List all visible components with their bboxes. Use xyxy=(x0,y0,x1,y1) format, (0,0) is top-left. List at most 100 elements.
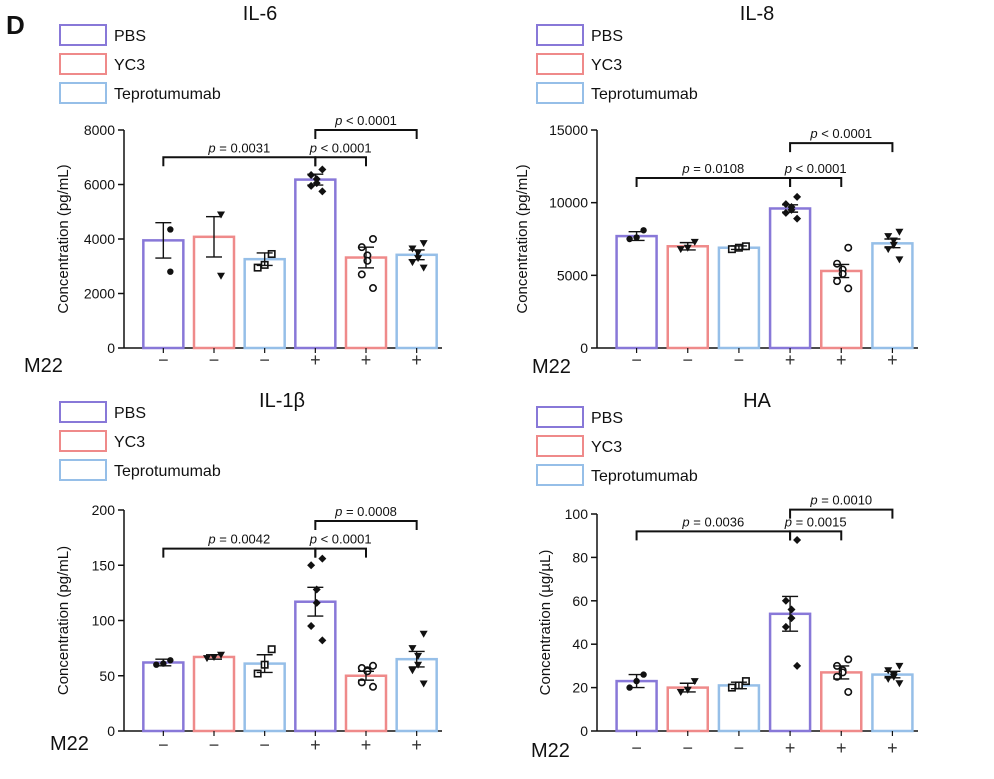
legend-label: PBS xyxy=(591,410,623,427)
data-point xyxy=(408,645,417,653)
data-point xyxy=(419,240,428,248)
m22-sign: − xyxy=(158,735,169,755)
significance-bracket xyxy=(789,176,843,187)
data-point xyxy=(884,233,893,241)
y-tick-label: 8000 xyxy=(84,122,115,138)
y-tick-label: 20 xyxy=(572,680,588,696)
data-point xyxy=(793,661,802,670)
bar xyxy=(344,256,388,350)
data-point xyxy=(844,655,853,664)
legend-swatch xyxy=(59,82,107,104)
data-point xyxy=(307,622,316,631)
m22-sign: + xyxy=(310,735,321,755)
data-point xyxy=(419,264,428,272)
data-point xyxy=(357,270,366,279)
data-point xyxy=(267,249,276,258)
legend-label: PBS xyxy=(114,405,146,422)
y-tick-label: 80 xyxy=(572,549,588,565)
legend-swatch xyxy=(536,435,584,457)
data-point xyxy=(368,661,377,670)
data-point xyxy=(217,272,225,280)
data-point xyxy=(787,605,796,614)
m22-sign: − xyxy=(682,738,693,758)
data-point xyxy=(781,200,790,209)
m22-sign: − xyxy=(259,735,270,755)
chart-3: HA PBS YC3 Teprotumumab 0 20 40 60 80 100 Concentr… xyxy=(531,390,918,762)
p-value-label: p = 0.0042 xyxy=(207,532,270,547)
bar xyxy=(243,662,286,733)
data-point xyxy=(793,214,802,223)
y-axis-label: Concentration (µg/µL) xyxy=(537,550,554,696)
p-value-label: p = 0.0015 xyxy=(784,514,847,529)
m22-sign: + xyxy=(836,738,847,758)
y-tick-label: 10000 xyxy=(549,195,588,211)
p-value-label: p = 0.0108 xyxy=(681,161,744,176)
y-tick-label: 6000 xyxy=(84,177,115,193)
legend-label: YC3 xyxy=(591,57,622,74)
legend-label: Teprotumumab xyxy=(114,463,221,480)
y-axis-label: Concentration (pg/mL) xyxy=(55,164,72,313)
y-tick-label: 0 xyxy=(107,723,115,739)
bar xyxy=(395,657,438,733)
data-point xyxy=(844,687,853,696)
y-tick-label: 40 xyxy=(572,636,588,652)
bar xyxy=(768,207,812,350)
p-value-label: p = 0.0031 xyxy=(207,140,270,155)
legend-label: Teprotumumab xyxy=(114,86,221,103)
chart-1: IL-8 PBS YC3 Teprotumumab 0 5000 10000 15000 Con… xyxy=(514,3,918,378)
bar xyxy=(820,671,863,733)
y-tick-label: 100 xyxy=(565,506,589,522)
data-point xyxy=(408,259,417,267)
y-tick-label: 0 xyxy=(107,340,115,356)
legend-swatch xyxy=(536,82,584,104)
significance-bracket xyxy=(314,547,367,558)
y-tick-label: 2000 xyxy=(84,286,115,302)
y-tick-label: 100 xyxy=(92,613,116,629)
y-tick-label: 0 xyxy=(580,723,588,739)
data-point xyxy=(363,256,372,265)
data-point xyxy=(419,680,428,688)
y-tick-label: 60 xyxy=(572,593,588,609)
m22-sign: + xyxy=(785,738,796,758)
data-point xyxy=(640,227,647,234)
legend-swatch xyxy=(59,459,107,481)
data-point xyxy=(318,636,327,645)
m22-sign: − xyxy=(734,738,745,758)
data-point xyxy=(253,263,262,272)
bar xyxy=(666,245,709,350)
m22-sign: − xyxy=(259,350,270,370)
m22-label: M22 xyxy=(531,740,570,762)
bar xyxy=(344,674,388,733)
legend-swatch xyxy=(59,53,107,75)
data-point xyxy=(895,228,904,236)
y-tick-label: 15000 xyxy=(549,122,588,138)
data-point xyxy=(419,630,428,638)
m22-sign: + xyxy=(310,350,321,370)
data-point xyxy=(368,682,377,691)
legend-label: YC3 xyxy=(114,434,145,451)
data-point xyxy=(408,245,417,253)
significance-bracket xyxy=(162,156,317,167)
legend-label: YC3 xyxy=(591,439,622,456)
m22-sign: − xyxy=(158,350,169,370)
p-value-label: p < 0.0001 xyxy=(309,532,372,547)
m22-sign: + xyxy=(411,735,422,755)
p-value-label: p = 0.0008 xyxy=(334,504,397,519)
legend-label: Teprotumumab xyxy=(591,468,698,485)
significance-bracket xyxy=(314,129,418,139)
m22-sign: − xyxy=(682,350,693,370)
data-point xyxy=(307,170,316,179)
data-point xyxy=(626,235,633,243)
p-value-label: p < 0.0001 xyxy=(309,140,372,155)
y-tick-label: 4000 xyxy=(84,231,115,247)
legend-label: PBS xyxy=(591,28,623,45)
m22-sign: + xyxy=(887,350,898,370)
data-point xyxy=(318,165,327,174)
y-tick-label: 5000 xyxy=(557,267,588,283)
data-point xyxy=(741,677,750,686)
data-point xyxy=(408,667,417,675)
p-value-label: p = 0.0036 xyxy=(681,514,744,529)
chart-2: IL-1β PBS YC3 Teprotumumab 0 50 100 150 200 Conce… xyxy=(50,390,442,755)
m22-sign: − xyxy=(734,350,745,370)
y-tick-label: 50 xyxy=(99,668,115,684)
